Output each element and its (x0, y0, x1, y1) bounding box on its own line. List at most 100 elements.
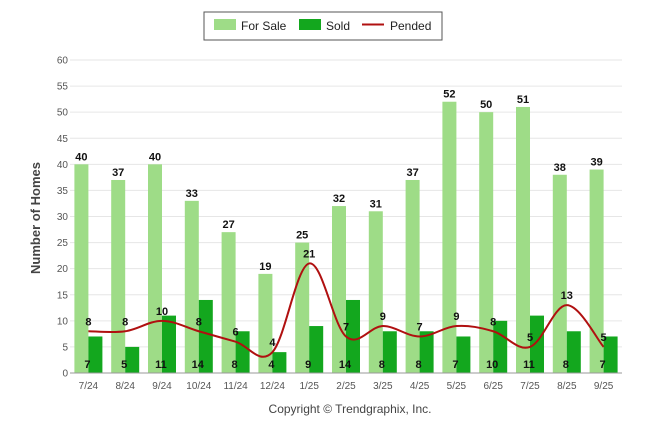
x-tick-label: 4/25 (410, 381, 430, 392)
data-label-pended: 8 (490, 316, 496, 328)
data-label-for-sale: 33 (186, 188, 198, 200)
bar-for-sale (516, 106, 530, 373)
x-axis-ticks: 7/24 8/24 9/24 10/24 11/24 12/24 1/25 2/25 3/25 4… (79, 381, 614, 392)
y-tick-label: 55 (57, 82, 69, 93)
bar-for-sale (368, 211, 383, 373)
data-label-sold: 8 (379, 359, 385, 371)
x-tick-label: 5/25 (447, 381, 467, 392)
y-tick-label: 40 (57, 160, 69, 171)
data-label-for-sale: 31 (370, 198, 382, 210)
legend-swatch-sold (299, 19, 321, 30)
data-label-pended: 7 (417, 321, 423, 333)
bar-sold (603, 336, 618, 373)
x-tick-label: 1/25 (299, 381, 319, 392)
y-tick-label: 15 (57, 290, 69, 301)
data-label-for-sale: 27 (222, 219, 234, 231)
bar-sold (419, 331, 434, 373)
x-tick-label: 7/25 (520, 381, 540, 392)
x-tick-label: 7/24 (79, 381, 99, 392)
data-label-sold: 10 (486, 359, 498, 371)
x-tick-label: 12/24 (260, 381, 285, 392)
data-label-sold: 7 (600, 359, 606, 371)
bar-for-sale (479, 112, 494, 374)
bar-sold (530, 315, 544, 373)
data-label-pended: 9 (453, 311, 459, 323)
x-tick-label: 9/25 (594, 381, 614, 392)
bar-for-sale (221, 232, 236, 373)
y-tick-label: 45 (57, 134, 69, 145)
data-label-for-sale: 52 (443, 89, 455, 101)
series-for-sale (74, 101, 604, 374)
data-label-pended: 5 (601, 332, 607, 344)
bar-sold (309, 326, 324, 373)
bar-sold (125, 346, 140, 373)
x-tick-label: 9/24 (152, 381, 172, 392)
data-label-for-sale: 25 (296, 230, 308, 242)
x-tick-label: 11/24 (223, 381, 248, 392)
bar-sold (456, 336, 471, 373)
y-tick-label: 0 (62, 369, 68, 380)
bar-sold (198, 299, 213, 373)
data-label-pended: 9 (380, 311, 386, 323)
legend-box (203, 11, 443, 41)
bar-for-sale (148, 164, 162, 373)
bar-for-sale (552, 174, 567, 373)
data-label-for-sale: 40 (149, 151, 161, 163)
y-tick-label: 50 (57, 108, 69, 119)
data-label-sold: 11 (155, 359, 167, 371)
bar-for-sale (74, 164, 89, 373)
y-tick-label: 35 (57, 186, 69, 197)
data-label-for-sale: 38 (554, 162, 566, 174)
bar-for-sale (442, 101, 457, 373)
data-label-sold: 8 (563, 359, 569, 371)
data-label-sold: 8 (416, 359, 422, 371)
bar-sold (382, 331, 397, 373)
y-tick-label: 25 (57, 238, 69, 249)
bar-for-sale (332, 206, 346, 373)
legend-label-pended: Pended (390, 19, 431, 33)
x-tick-label: 8/24 (115, 381, 135, 392)
data-label-for-sale: 37 (112, 167, 124, 179)
data-label-sold: 8 (232, 359, 238, 371)
x-tick-label: 2/25 (336, 381, 356, 392)
y-tick-label: 10 (57, 316, 69, 327)
copyright-footer: Copyright © Trendgraphix, Inc. (269, 402, 432, 416)
data-label-pended: 7 (343, 321, 349, 333)
bar-sold (346, 299, 360, 373)
data-label-for-sale: 50 (480, 99, 492, 111)
bar-for-sale (111, 179, 126, 373)
line-pended (88, 262, 605, 358)
y-tick-label: 20 (57, 264, 69, 275)
data-label-pended: 8 (85, 316, 91, 328)
data-label-for-sale: 37 (406, 167, 418, 179)
bar-sold (566, 331, 581, 373)
data-label-for-sale: 32 (333, 193, 345, 205)
y-tick-label: 60 (57, 56, 69, 67)
legend: For Sale Sold Pended (203, 11, 443, 41)
data-label-sold: 5 (121, 359, 127, 371)
data-label-for-sale: 40 (75, 151, 87, 163)
x-tick-label: 10/24 (186, 381, 211, 392)
bar-sold (272, 352, 287, 373)
legend-label-sold: Sold (326, 19, 350, 33)
data-label-for-sale: 51 (517, 94, 529, 106)
bar-sold (162, 315, 176, 373)
data-label-for-sale: 39 (590, 157, 602, 169)
x-tick-label: 3/25 (373, 381, 393, 392)
data-label-sold: 4 (268, 359, 275, 371)
bar-sold (493, 320, 508, 373)
y-axis-label: Number of Homes (28, 162, 43, 274)
bar-for-sale (258, 273, 273, 373)
y-tick-label: 5 (62, 342, 68, 353)
bar-for-sale (295, 242, 310, 373)
data-label-for-sale: 19 (259, 261, 271, 273)
data-label-pended: 8 (122, 316, 128, 328)
legend-label-for-sale: For Sale (241, 19, 287, 33)
x-tick-label: 8/25 (557, 381, 577, 392)
data-label-sold: 7 (84, 359, 90, 371)
data-label-pended: 4 (269, 337, 276, 349)
data-label-pended: 10 (156, 306, 168, 318)
data-label-pended: 5 (527, 332, 533, 344)
